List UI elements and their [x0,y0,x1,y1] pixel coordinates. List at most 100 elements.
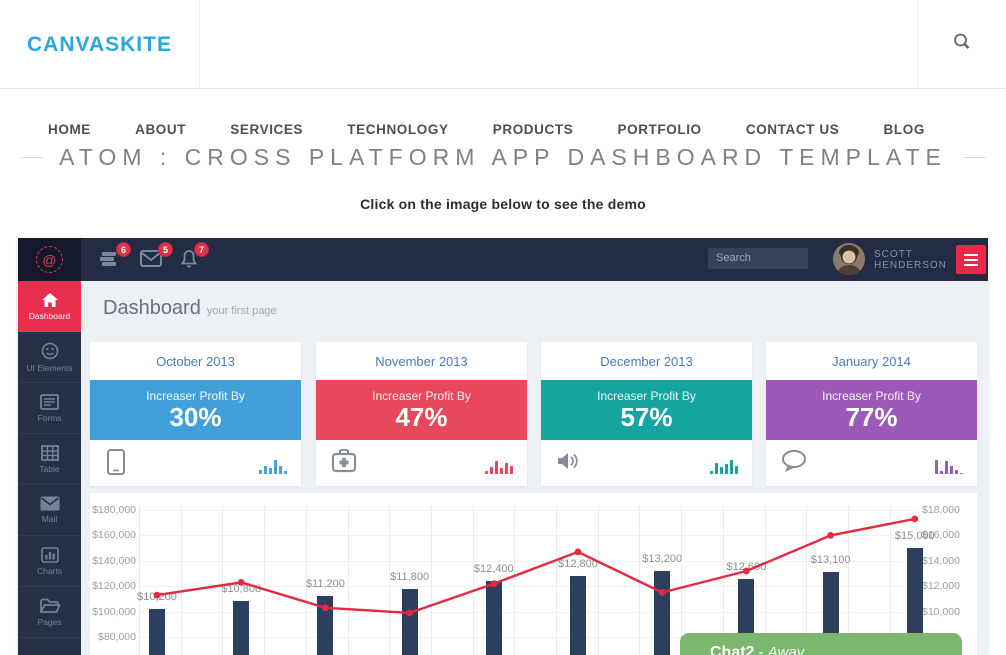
left-axis-tick: $80,000 [98,631,136,643]
sidebar-item-table: Table [18,434,81,485]
demo-page-heading: Dashboard your first page [103,297,277,320]
card-footer [316,440,527,486]
card-sparkline [485,461,513,474]
chart-icon [40,546,59,563]
card-percent: 30% [169,402,222,432]
card-footer [90,440,301,486]
right-axis-tick: $16,000 [922,529,960,542]
card-percent: 57% [620,402,673,432]
bar-value-label: $12,400 [473,563,514,576]
demo-content: Dashboard your first page October 2013 In… [81,281,988,655]
messages-badge: 5 [158,242,173,257]
demo-heading-subtitle: your first page [206,305,277,317]
card-caption: Increaser Profit By [146,389,245,403]
card-sparkline [935,460,963,474]
smiley-icon [41,342,59,360]
tasks-icon: 6 [100,242,131,268]
h-gridline [139,535,917,537]
sidebar-item-label: Mail [41,514,58,524]
card-percent: 47% [395,402,448,432]
home-icon [41,292,59,308]
left-axis-tick: $120,000 [92,580,136,593]
card-month: November 2013 [375,353,468,369]
card-band: Increaser Profit By 30% [90,380,301,440]
search-icon [951,31,973,58]
right-axis-tick: $18,000 [922,504,960,516]
nav-blog[interactable]: BLOG [883,122,925,137]
sidebar-item-forms: Forms [18,383,81,434]
sidebar-item-label: Charts [36,565,63,576]
stat-card-january: January 2014 Increaser Profit By 77% [766,342,977,486]
title-row: ATOM : CROSS PLATFORM APP DASHBOARD TEMP… [0,144,1006,171]
nav-technology[interactable]: TECHNOLOGY [347,122,449,137]
v-gridline [681,506,683,655]
card-caption: Increaser Profit By [597,389,696,403]
title-left-rule [20,157,44,158]
form-icon [40,393,59,410]
demo-topbar: @ 6 5 7 Search SCOTT HENDERSON [18,238,988,281]
nav-services[interactable]: SERVICES [230,122,304,137]
v-gridline [264,506,266,655]
nav-portfolio[interactable]: PORTFOLIO [617,122,702,137]
right-axis-tick: $12,000 [922,580,960,593]
card-month: January 2014 [832,353,911,369]
sidebar-item-pages: Pages [18,587,81,638]
card-sparkline [710,460,738,474]
demo-search-input: Search [708,248,808,269]
bar-value-label: $11,200 [305,578,345,591]
left-axis-tick: $160,000 [92,529,136,542]
card-sparkline [259,460,287,474]
page-subtitle: Click on the image below to see the demo [360,196,646,212]
line-point [911,515,919,523]
bar-value-label: $13,200 [642,552,683,565]
chat-name: Chat2 [710,644,755,655]
bar-value-label: $12,800 [558,558,598,571]
chat-status: Away [767,644,805,655]
v-gridline [222,506,224,655]
chart-bar [317,596,334,655]
v-gridline [180,506,182,655]
revenue-chart: $180,000 $160,000 $140,000 $120,000 $100,000… [90,493,977,655]
card-footer [766,440,977,486]
bar-value-label: $11,800 [390,570,430,583]
sidebar-item-dashboard: Dashboard [18,281,81,332]
site-logo: CANVASKITE [27,32,172,56]
chat-bubble-icon [781,449,808,478]
chart-bar [149,609,165,655]
chart-bar [233,601,250,655]
bar-value-label: $13,100 [810,554,851,567]
v-gridline [597,506,599,655]
demo-sidebar: Dashboard UI Elements Forms Table Mail Charts… [18,281,81,655]
card-footer [541,440,752,486]
bar-value-label: $10,200 [137,591,177,604]
title-right-rule [962,157,986,158]
user-avatar [833,243,865,275]
bar-value-label: $12,600 [726,560,767,573]
card-caption: Increaser Profit By [372,389,471,403]
dashboard-preview-image[interactable]: @ 6 5 7 Search SCOTT HENDERSON Dashboar [18,238,988,655]
stat-card-october: October 2013 Increaser Profit By 30% [90,342,301,486]
user-name: SCOTT HENDERSON [874,248,947,271]
right-axis-tick: $14,000 [922,554,960,567]
messages-icon: 5 [140,242,173,267]
stat-card-november: November 2013 Increaser Profit By 47% [316,342,527,486]
card-caption: Increaser Profit By [822,389,921,403]
atom-logo-icon: @ [36,246,63,273]
mail-icon [40,496,60,511]
folder-icon [39,598,60,614]
card-month: December 2013 [600,353,693,369]
header-search-button[interactable] [917,0,1006,89]
logo-cell[interactable]: CANVASKITE [0,0,200,89]
line-point [574,548,582,556]
chart-bar [485,581,502,655]
nav-contact-us[interactable]: CONTACT US [745,122,840,137]
tablet-icon [105,449,127,480]
nav-products[interactable]: PRODUCTS [492,122,574,137]
bar-value-label: $15,000 [894,530,935,543]
right-axis-tick: $10,000 [922,605,960,618]
nav-about[interactable]: ABOUT [135,122,187,137]
h-gridline [139,611,917,613]
card-band: Increaser Profit By 57% [541,380,752,440]
v-gridline [472,506,474,655]
nav-home[interactable]: HOME [48,122,91,137]
